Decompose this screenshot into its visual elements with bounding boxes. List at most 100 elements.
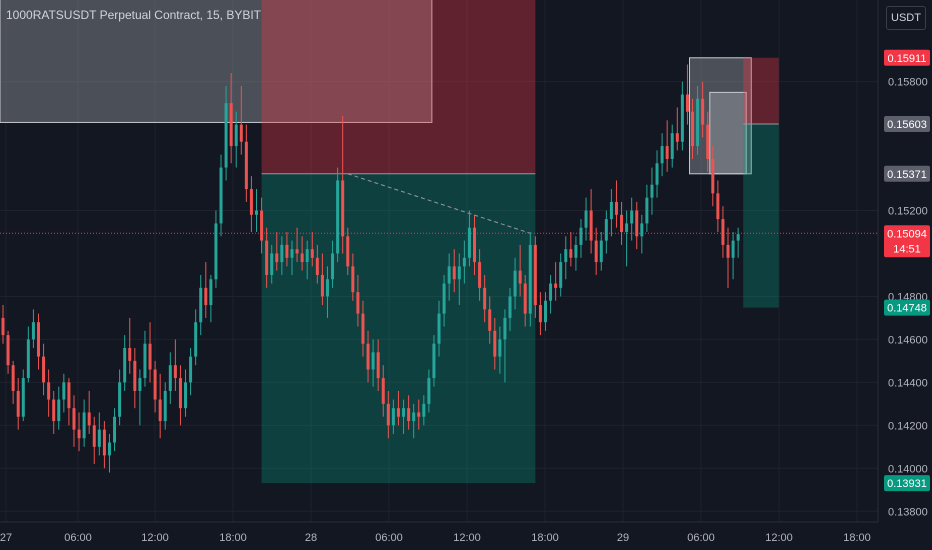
candle-body: [67, 382, 71, 409]
candle-body: [574, 244, 578, 258]
candle-body: [432, 343, 436, 379]
candle-body: [412, 412, 416, 422]
candle-body: [701, 98, 705, 125]
candle-body: [199, 287, 203, 323]
price-tick-label: 0.14200: [888, 420, 928, 432]
candle-body: [47, 382, 51, 400]
candle-body: [320, 274, 324, 297]
candle-body: [113, 416, 117, 443]
candle-body: [528, 244, 532, 314]
candle-body: [655, 163, 659, 185]
price-label-bg: [884, 49, 930, 66]
candle-body: [325, 279, 329, 297]
candle-body: [31, 322, 35, 340]
candle-body: [660, 146, 664, 164]
candle-body: [173, 365, 177, 379]
candle-body: [407, 408, 411, 422]
candle-body: [716, 193, 720, 220]
candle-body: [102, 429, 106, 456]
price-tick-label: 0.14400: [888, 377, 928, 389]
candle-body: [635, 210, 639, 237]
time-tick-label: 12:00: [765, 532, 793, 544]
candle-body: [265, 240, 269, 275]
candle-body: [736, 234, 740, 241]
candle-body: [346, 236, 350, 267]
candle-body: [467, 227, 471, 258]
price-label-bg: [884, 115, 930, 132]
candle-body: [26, 339, 30, 379]
candle-body: [224, 103, 228, 168]
candle-body: [270, 253, 274, 275]
candle-body: [564, 249, 568, 263]
candle-body: [670, 133, 674, 159]
stop-zone: [261, 0, 536, 174]
candle-body: [11, 365, 15, 391]
time-tick-label: 29: [617, 532, 629, 544]
candle-body: [447, 266, 451, 284]
countdown-label: 14:51: [893, 243, 921, 255]
candle-body: [178, 378, 182, 409]
candle-body: [123, 348, 127, 383]
candle-body: [239, 124, 243, 142]
candle-body: [72, 408, 76, 430]
candle-body: [706, 124, 710, 159]
candle-body: [538, 305, 542, 323]
candle-body: [625, 223, 629, 232]
candle-body: [579, 227, 583, 245]
price-label-bg: [884, 299, 930, 316]
candle-body: [711, 158, 715, 194]
candle-body: [148, 343, 152, 370]
candle-body: [696, 98, 700, 147]
candle-body: [731, 240, 735, 258]
candle-body: [229, 103, 233, 147]
drawings: [0, 0, 878, 484]
candle-body: [457, 266, 461, 280]
candle-body: [1, 317, 5, 336]
candle-body: [452, 266, 456, 280]
candle-body: [437, 313, 441, 344]
price-labels: 0.15911 0.15603 0.15371 0.15094 14:51 0.14748…: [884, 49, 930, 492]
price-label-bg: [884, 225, 930, 258]
target-zone: [743, 123, 779, 308]
candle-body: [52, 399, 56, 422]
candle-body: [427, 378, 431, 404]
price-tick-label: 0.15800: [888, 77, 928, 89]
candle-body: [184, 382, 188, 409]
candle-body: [513, 270, 517, 297]
candle-body: [569, 249, 573, 258]
candle-body: [42, 356, 46, 383]
candle-body: [396, 408, 400, 417]
candle-body: [473, 227, 477, 263]
candle-body: [518, 270, 522, 284]
price-tick-label: 0.14000: [888, 463, 928, 475]
currency-button[interactable]: USDT: [886, 6, 926, 30]
candle-body: [295, 249, 299, 254]
price-label: 0.15911: [888, 53, 927, 65]
candle-body: [376, 352, 380, 379]
candle-body: [650, 184, 654, 198]
candle-body: [685, 94, 689, 112]
candle-body: [645, 197, 649, 224]
candle-body: [305, 249, 309, 263]
candle-body: [604, 219, 608, 241]
candle-body: [214, 223, 218, 280]
candle-body: [158, 399, 162, 422]
candle-body: [351, 266, 355, 293]
candle-body: [194, 322, 198, 357]
candle-body: [503, 317, 507, 340]
time-tick-label: 18:00: [219, 532, 247, 544]
candle-body: [493, 330, 497, 357]
candle-body: [209, 279, 213, 306]
candle-body: [341, 180, 345, 237]
candle-body: [219, 167, 223, 224]
candle-body: [260, 210, 264, 241]
candle-body: [691, 111, 695, 147]
price-label: 0.15603: [887, 119, 927, 131]
chart-title: 1000RATSUSDT Perpetual Contract, 15, BYB…: [6, 8, 262, 22]
candle-body: [361, 313, 365, 344]
stop-zone: [743, 57, 779, 124]
candle-body: [87, 412, 91, 426]
candle-body: [92, 425, 96, 447]
candles: [1, 64, 740, 473]
